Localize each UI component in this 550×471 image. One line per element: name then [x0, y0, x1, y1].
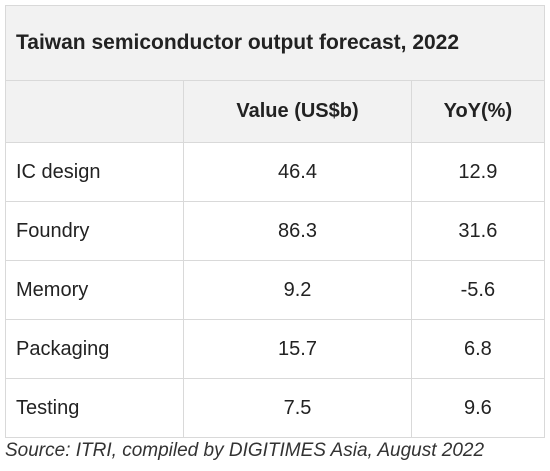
header-cell-value: Value (US$b)	[183, 80, 412, 143]
row-yoy: 9.6	[410, 378, 546, 438]
row-label: Memory	[4, 260, 185, 320]
table-row: Memory 9.2 -5.6	[4, 260, 546, 320]
source-note: Source: ITRI, compiled by DIGITIMES Asia…	[5, 440, 485, 461]
row-label: Testing	[4, 378, 185, 438]
table-row: Foundry 86.3 31.6	[4, 201, 546, 261]
header-cell-label	[4, 80, 185, 143]
row-yoy: 6.8	[410, 319, 546, 379]
header-cell-yoy: YoY(%)	[410, 80, 546, 143]
row-yoy: 12.9	[410, 142, 546, 202]
table-row: IC design 46.4 12.9	[4, 142, 546, 202]
table-row: Testing 7.5 9.6	[4, 378, 546, 438]
row-label: Foundry	[4, 201, 185, 261]
row-label: IC design	[4, 142, 185, 202]
row-label: Packaging	[4, 319, 185, 379]
forecast-table: Taiwan semiconductor output forecast, 20…	[4, 5, 546, 438]
header-row: Value (US$b) YoY(%)	[4, 80, 546, 143]
row-value: 9.2	[183, 260, 412, 320]
row-value: 86.3	[183, 201, 412, 261]
row-value: 46.4	[183, 142, 412, 202]
row-value: 7.5	[183, 378, 412, 438]
title-row: Taiwan semiconductor output forecast, 20…	[5, 5, 545, 81]
row-yoy: -5.6	[410, 260, 546, 320]
row-value: 15.7	[183, 319, 412, 379]
table-title: Taiwan semiconductor output forecast, 20…	[5, 5, 545, 81]
table-row: Packaging 15.7 6.8	[4, 319, 546, 379]
row-yoy: 31.6	[410, 201, 546, 261]
